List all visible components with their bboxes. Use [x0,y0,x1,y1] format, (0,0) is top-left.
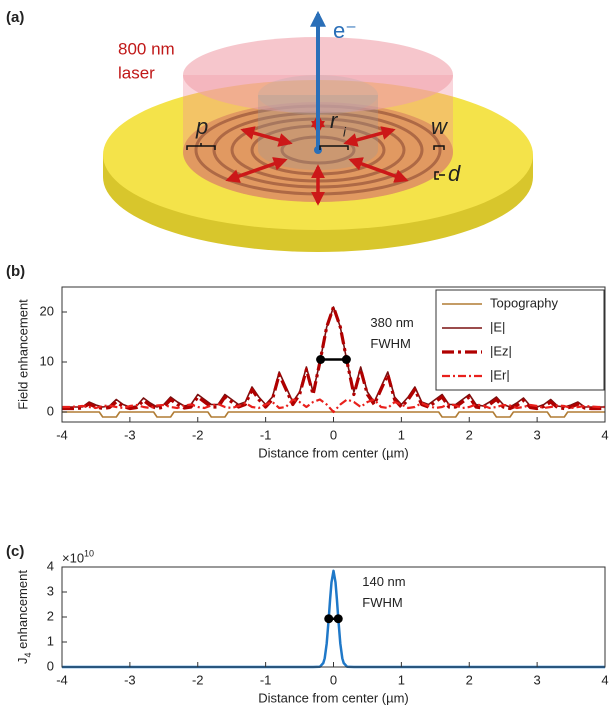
x-tick-label: -3 [124,672,136,687]
fwhm-point [316,355,326,364]
x-tick-label: -4 [56,427,68,442]
x-tick-label: 0 [330,427,337,442]
laser-label: laser [118,63,155,82]
axes-box [61,566,606,668]
x-tick-label: 2 [466,672,473,687]
y-label-main: J [15,657,30,664]
x-tick-label: -3 [124,427,136,442]
y-tick-label: 3 [47,583,54,598]
x-tick-label: 3 [534,672,541,687]
x-axis-label: Distance from center (µm) [258,690,409,705]
x-tick-label: 4 [601,672,608,687]
fwhm-point [324,614,334,624]
legend-label: Topography [490,295,558,310]
plasmon-arrows [225,113,409,206]
y-label-rest: enhancement [15,570,30,653]
y-tick-label: 10 [40,353,54,368]
legend-label: |E| [490,319,505,334]
x-tick-label: 2 [466,427,473,442]
x-tick-label: -4 [56,672,68,687]
x-tick-label: 1 [398,672,405,687]
series-line [62,398,605,414]
y-axis-label: Field enhancement [15,299,30,410]
annotation: FWHM [370,336,410,351]
annotation: 140 nm [362,574,405,589]
y-label-sub: 4 [23,652,33,657]
fwhm-point [341,355,351,364]
electron-label: e⁻ [333,18,357,43]
annotation: 380 nm [370,315,413,330]
w-label: w [431,114,449,139]
y-tick-label: 0 [47,403,54,418]
exponent-power: 10 [84,548,94,558]
bracket [433,145,445,150]
x-tick-label: 1 [398,427,405,442]
x-tick-label: -2 [192,672,204,687]
fwhm-point [333,614,343,624]
y-axis-label: J4 enhancement [15,570,33,664]
x-tick-label: 3 [534,427,541,442]
schematic: (a) e⁻ 800 nm laser p r i w d [6,9,533,252]
r-label: r [330,108,339,133]
y-tick-label: 4 [47,558,54,573]
y-tick-label: 20 [40,303,54,318]
x-tick-label: -1 [260,672,272,687]
p-label: p [195,114,208,139]
x-axis-label: Distance from center (µm) [258,445,409,460]
d-label: d [448,161,461,186]
laser-label: 800 nm [118,39,175,58]
y-tick-label: 2 [47,608,54,623]
exponent: ×10 [62,550,84,565]
y-tick-label: 0 [47,658,54,673]
bracket [319,145,349,150]
tip [314,146,322,154]
panel-label: (b) [6,263,25,280]
series-line [62,306,605,408]
x-tick-label: -2 [192,427,204,442]
x-tick-label: 0 [330,672,337,687]
bracket [434,171,445,180]
series-line [62,569,605,669]
panel-label: (c) [6,543,24,560]
panel-label: (a) [6,9,24,26]
annotation: FWHM [362,595,402,610]
r-sub: i [343,124,347,139]
legend-label: |Er| [490,367,510,382]
y-tick-label: 1 [47,633,54,648]
legend-label: |Ez| [490,343,512,358]
x-tick-label: -1 [260,427,272,442]
x-tick-label: 4 [601,427,608,442]
legend [435,289,605,391]
bracket [186,143,216,150]
